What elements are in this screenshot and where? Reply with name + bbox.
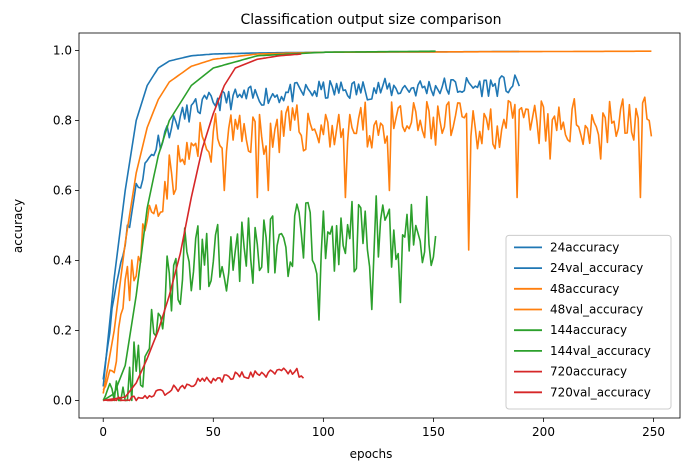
- plot-frame: [78, 32, 681, 419]
- x-tick-label: 250: [642, 425, 665, 439]
- series-line-144val_accuracy: [102, 195, 437, 402]
- legend: 24accuracy 24val_accuracy 48accuracy 48val_…: [505, 234, 672, 410]
- series-line-720val_accuracy: [103, 367, 305, 402]
- x-tick-label: 150: [422, 425, 445, 439]
- series-layer: [102, 50, 653, 402]
- legend-label: 48val_accuracy: [550, 303, 643, 317]
- legend-label: 24val_accuracy: [550, 261, 643, 275]
- y-tick-label: 0.0: [53, 394, 72, 408]
- legend-label: 48accuracy: [550, 282, 619, 296]
- y-tick-label: 1.0: [53, 44, 72, 58]
- y-axis-title: accuracy: [11, 199, 25, 253]
- y-tick-label: 0.8: [53, 114, 72, 128]
- y-tick-label: 0.4: [53, 254, 72, 268]
- legend-label: 144val_accuracy: [550, 344, 651, 358]
- series-line-144accuracy: [102, 50, 436, 402]
- legend-box: [505, 234, 672, 410]
- series-line-720accuracy: [103, 53, 302, 402]
- y-tick-label: 0.6: [53, 184, 72, 198]
- legend-label: 144accuracy: [550, 323, 627, 337]
- chart-title: Classification output size comparison: [240, 12, 501, 28]
- y-tick-label: 0.2: [53, 324, 72, 338]
- x-tick-label: 50: [206, 425, 221, 439]
- x-tick-label: 200: [532, 425, 555, 439]
- legend-label: 24accuracy: [550, 240, 619, 254]
- series-line-48val_accuracy: [102, 96, 653, 391]
- legend-label: 720val_accuracy: [550, 385, 651, 399]
- x-tick-label: 0: [99, 425, 107, 439]
- x-axis-title: epochs: [350, 447, 393, 461]
- legend-label: 720accuracy: [550, 365, 627, 379]
- x-axis: 0 50 100 150 200 250: [99, 418, 665, 439]
- x-tick-label: 100: [312, 425, 335, 439]
- y-axis: 0.0 0.2 0.4 0.6 0.8 1.0: [53, 44, 79, 408]
- series-line-24val_accuracy: [102, 74, 521, 380]
